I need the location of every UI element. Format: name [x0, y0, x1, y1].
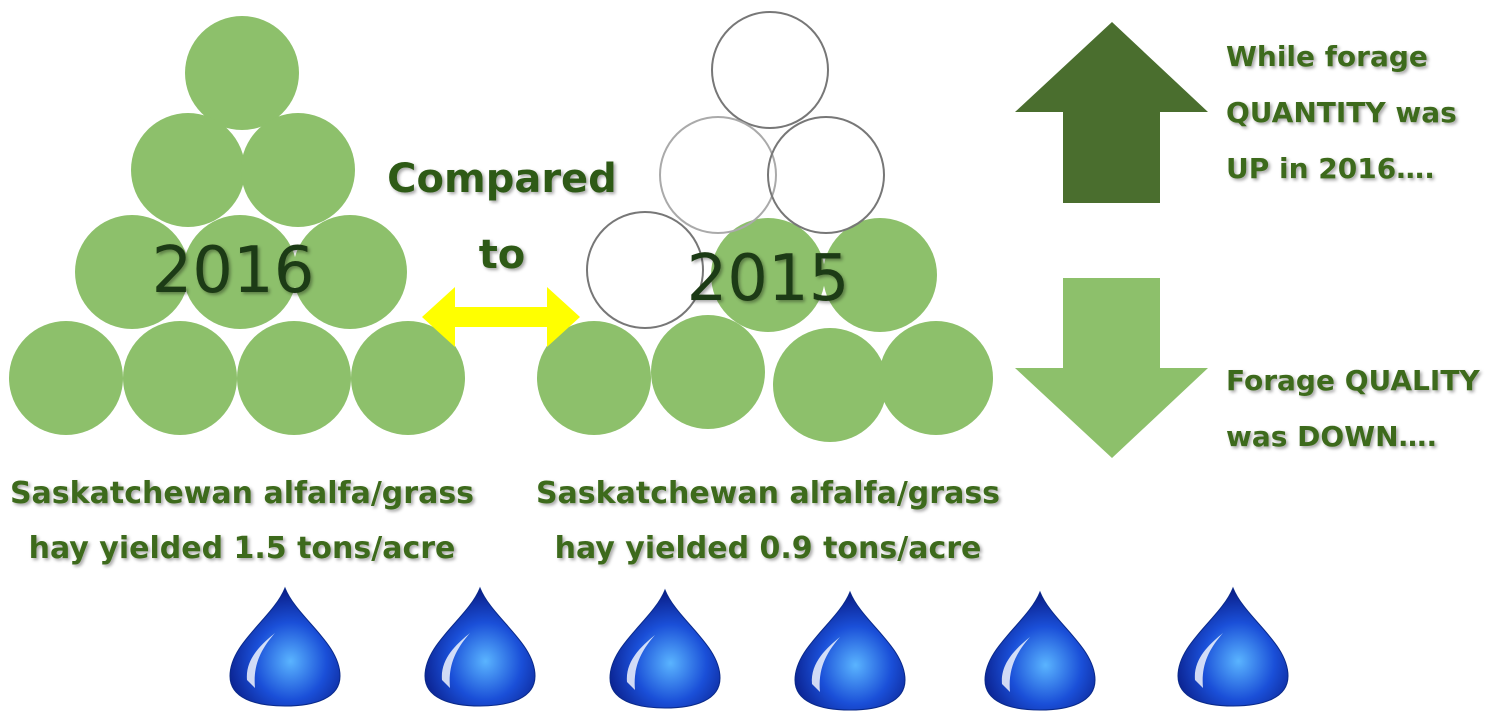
droplet — [984, 591, 1096, 711]
left-pile — [9, 16, 465, 435]
down-text: was DOWN…. — [1226, 420, 1437, 453]
compare-text: to — [479, 232, 526, 278]
up-text: UP in 2016…. — [1226, 152, 1435, 185]
caption: Saskatchewan alfalfa/grass — [536, 476, 1000, 511]
caption: hay yielded 1.5 tons/acre — [29, 531, 456, 566]
caption: Saskatchewan alfalfa/grass — [10, 476, 474, 511]
down-text: Forage QUALITY — [1226, 364, 1480, 397]
down-arrow — [1015, 278, 1208, 458]
right-year: 2015 — [687, 242, 850, 316]
compare-text: Compared — [387, 156, 617, 202]
left-year: 2016 — [152, 234, 315, 308]
droplet — [794, 591, 906, 711]
droplet — [229, 587, 341, 707]
droplet — [424, 587, 536, 707]
up-arrow — [1015, 22, 1208, 203]
up-text: QUANTITY was — [1226, 96, 1457, 129]
droplet — [1177, 587, 1289, 707]
right-pile — [537, 11, 993, 442]
droplets — [229, 587, 1289, 711]
caption: hay yielded 0.9 tons/acre — [555, 531, 982, 566]
compare-arrow — [422, 287, 580, 347]
up-text: While forage — [1226, 40, 1428, 73]
droplet — [609, 589, 721, 709]
